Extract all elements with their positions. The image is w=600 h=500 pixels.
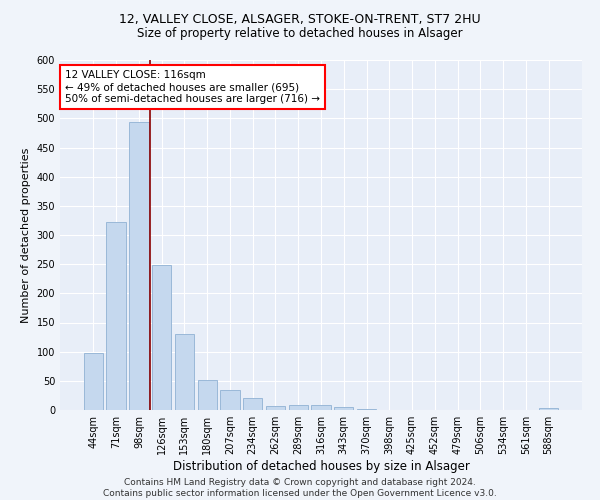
Bar xyxy=(311,404,331,410)
Bar xyxy=(152,264,172,410)
Bar xyxy=(220,390,239,410)
Bar xyxy=(197,380,217,410)
Bar xyxy=(175,334,194,410)
Text: 12 VALLEY CLOSE: 116sqm
← 49% of detached houses are smaller (695)
50% of semi-d: 12 VALLEY CLOSE: 116sqm ← 49% of detache… xyxy=(65,70,320,104)
Bar xyxy=(129,122,149,410)
Bar xyxy=(243,398,262,410)
Text: Size of property relative to detached houses in Alsager: Size of property relative to detached ho… xyxy=(137,28,463,40)
Y-axis label: Number of detached properties: Number of detached properties xyxy=(21,148,31,322)
Text: 12, VALLEY CLOSE, ALSAGER, STOKE-ON-TRENT, ST7 2HU: 12, VALLEY CLOSE, ALSAGER, STOKE-ON-TREN… xyxy=(119,12,481,26)
Text: Contains HM Land Registry data © Crown copyright and database right 2024.
Contai: Contains HM Land Registry data © Crown c… xyxy=(103,478,497,498)
Bar xyxy=(539,408,558,410)
Bar xyxy=(289,404,308,410)
Bar xyxy=(334,407,353,410)
Bar xyxy=(266,406,285,410)
Bar xyxy=(106,222,126,410)
X-axis label: Distribution of detached houses by size in Alsager: Distribution of detached houses by size … xyxy=(173,460,469,473)
Bar xyxy=(84,354,103,410)
